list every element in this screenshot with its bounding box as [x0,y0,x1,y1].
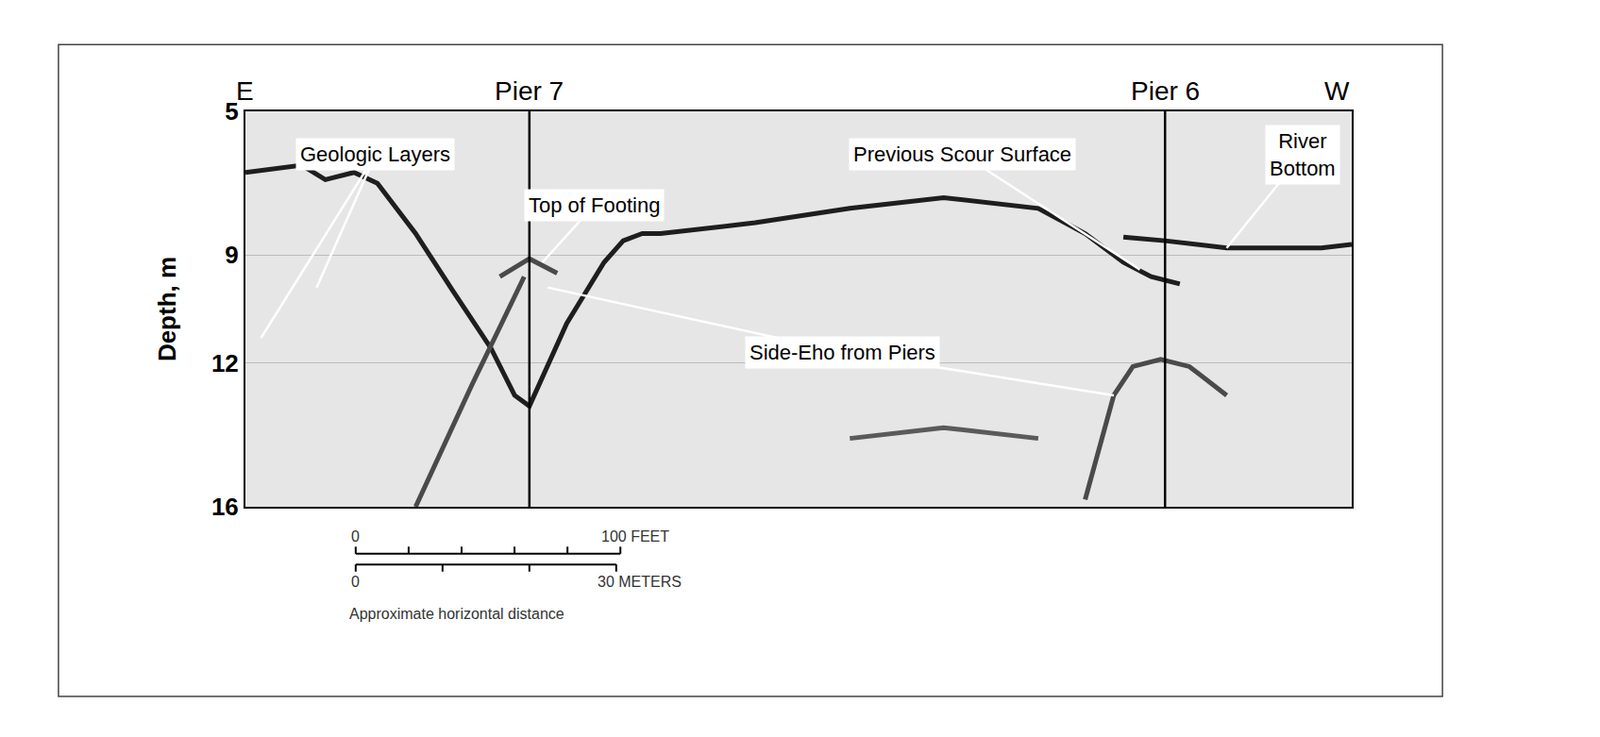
svg-text:Side-Eho from Piers: Side-Eho from Piers [749,340,936,365]
svg-text:Pier 7: Pier 7 [494,76,564,106]
svg-text:Approximate horizontal distanc: Approximate horizontal distance [349,606,565,623]
svg-text:16: 16 [211,492,239,522]
svg-text:E: E [235,76,254,106]
svg-text:30 METERS: 30 METERS [597,573,682,590]
svg-text:W: W [1324,76,1350,106]
svg-text:Geologic Layers: Geologic Layers [300,142,451,167]
svg-text:5: 5 [224,97,238,126]
svg-text:0: 0 [351,528,360,545]
svg-text:Previous Scour Surface: Previous Scour Surface [853,142,1072,167]
svg-text:100 FEET: 100 FEET [601,528,670,545]
svg-text:12: 12 [211,349,239,378]
svg-text:0: 0 [351,573,360,590]
svg-text:RiverBottom: RiverBottom [1269,129,1336,181]
svg-text:Top of Footing: Top of Footing [528,193,660,218]
svg-text:Depth, m: Depth, m [152,256,182,362]
svg-text:9: 9 [224,240,238,270]
svg-text:Pier 6: Pier 6 [1130,76,1200,106]
